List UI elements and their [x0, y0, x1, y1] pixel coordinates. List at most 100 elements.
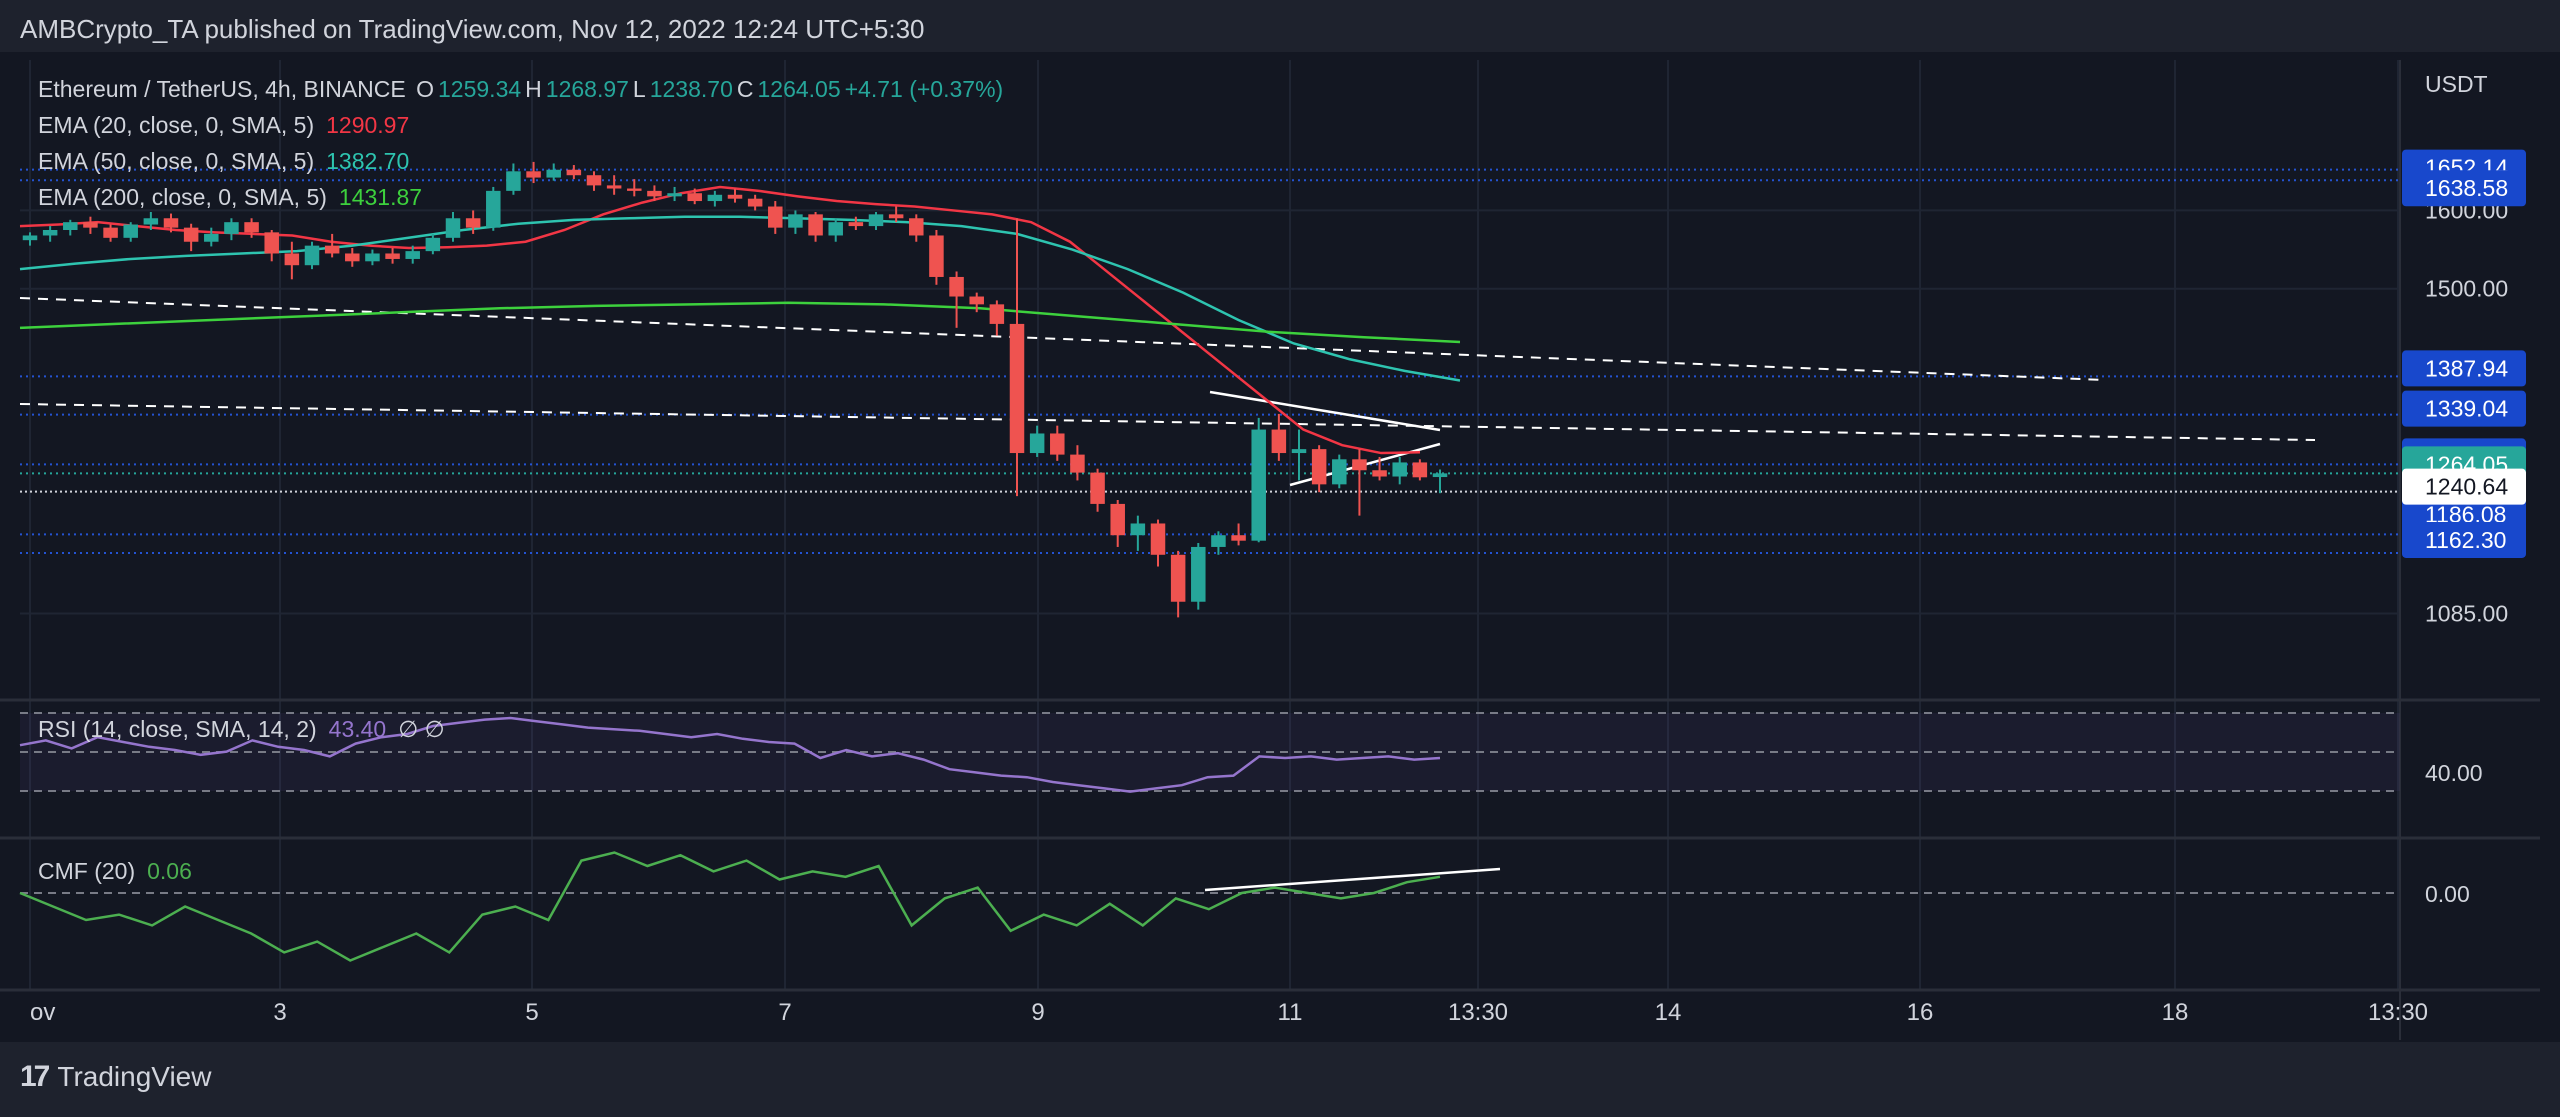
symbol-label: Ethereum / TetherUS, 4h, BINANCE	[38, 76, 406, 102]
ema50-label: EMA (50, close, 0, SMA, 5)	[38, 148, 315, 174]
candle-body	[1211, 535, 1226, 547]
ema200-label: EMA (200, close, 0, SMA, 5)	[38, 184, 327, 210]
candle-body	[526, 171, 541, 178]
level-badge-bg	[2402, 521, 2526, 558]
rsi-tick: 40.00	[2425, 760, 2483, 786]
time-tick: 18	[2162, 999, 2189, 1026]
candle-body	[465, 218, 481, 228]
candle-body	[566, 169, 582, 176]
time-tick: 13:30	[1448, 999, 1508, 1026]
time-tick: 9	[1031, 999, 1044, 1026]
candle-body	[42, 230, 58, 236]
candle-body	[1150, 523, 1166, 555]
resistance-trendline	[19, 297, 2106, 381]
price-tick: 1500.00	[2425, 276, 2508, 302]
support-price-badge-bg	[2402, 468, 2526, 505]
candle-body	[929, 235, 944, 277]
ema-line-1	[19, 215, 1461, 382]
ema20-legend[interactable]: EMA (20, close, 0, SMA, 5) 1290.97	[38, 112, 409, 139]
cmf-value: 0.06	[147, 858, 192, 884]
candle-body	[445, 218, 461, 238]
candle-body	[1110, 503, 1125, 536]
low-key: L	[632, 76, 646, 102]
candle-body	[1311, 449, 1327, 485]
mid-trendline	[19, 403, 2316, 441]
price-tick: 1085.00	[2425, 600, 2508, 626]
ema-line-2	[19, 301, 1461, 344]
candle-body	[768, 206, 783, 228]
candle-body	[1432, 473, 1448, 478]
rsi-value: 43.40	[328, 716, 387, 742]
descending-resistance-line	[1209, 390, 1441, 432]
candle-body	[204, 233, 219, 242]
open-value: 1259.34	[438, 76, 522, 102]
cmf-trendline	[1204, 867, 1501, 892]
level-badge: 1162.30	[2425, 527, 2506, 553]
published-header: AMBCrypto_TA published on TradingView.co…	[20, 14, 925, 44]
rsi-label: RSI (14, close, SMA, 14, 2)	[38, 716, 317, 742]
price-level-lines	[20, 168, 2400, 554]
candle-body	[244, 222, 259, 233]
candle-body	[647, 190, 662, 197]
candle-body	[989, 304, 1005, 324]
ema200-legend[interactable]: EMA (200, close, 0, SMA, 5) 1431.87	[38, 184, 422, 211]
high-key: H	[525, 76, 542, 102]
level-badge-bg	[2402, 390, 2526, 427]
candle-body	[163, 218, 179, 228]
price-axis: USDT1600.001500.001085.001652.141638.581…	[2402, 71, 2526, 626]
candle-body	[888, 214, 904, 219]
candle-body	[627, 188, 642, 191]
close-value: 1264.05	[757, 76, 841, 102]
time-axis: ov 3 5 7 9 11 13:30 14 16 18 13:30	[30, 999, 2428, 1026]
level-badge: 1638.58	[2425, 175, 2508, 201]
ema-line-0	[19, 185, 1421, 455]
candle-body	[143, 218, 159, 225]
candle-body	[63, 222, 78, 230]
candle-body	[1332, 459, 1347, 485]
axis-unit: USDT	[2425, 71, 2488, 97]
grid-lines	[0, 60, 2540, 1040]
candle-body	[1090, 472, 1105, 504]
ema50-value: 1382.70	[326, 148, 410, 174]
low-value: 1238.70	[649, 76, 733, 102]
candle-body	[848, 222, 864, 227]
candle-body	[1412, 462, 1428, 478]
candle-body	[788, 214, 803, 228]
ema-lines	[19, 185, 1461, 455]
tradingview-logo[interactable]: 17 TradingView	[20, 1060, 211, 1094]
tv-logo-text: TradingView	[57, 1061, 212, 1092]
candle-body	[828, 222, 843, 236]
rsi-legend[interactable]: RSI (14, close, SMA, 14, 2) 43.40 ∅ ∅	[38, 716, 445, 743]
candle-body	[123, 224, 138, 238]
change-value: +4.71 (+0.37%)	[844, 76, 1004, 102]
ema50-legend[interactable]: EMA (50, close, 0, SMA, 5) 1382.70	[38, 148, 409, 175]
candle-body	[1251, 429, 1266, 541]
rsi-pane: 40.00	[19, 712, 2483, 793]
high-value: 1268.97	[545, 76, 629, 102]
time-tick: 14	[1655, 999, 1682, 1026]
candle-body	[727, 194, 743, 199]
candle-body	[586, 175, 602, 186]
candle-body	[687, 193, 702, 202]
cmf-line	[19, 851, 1441, 962]
level-badge-bg	[2402, 170, 2526, 207]
candle-body	[506, 171, 521, 191]
candle-body	[1170, 554, 1186, 602]
cmf-tick: 0.00	[2425, 881, 2470, 907]
support-price-badge: 1240.64	[2425, 474, 2508, 500]
time-tick: 3	[273, 999, 286, 1026]
candle-body	[909, 218, 924, 236]
price-legend: Ethereum / TetherUS, 4h, BINANCE O 1259.3…	[38, 76, 1007, 103]
ema20-value: 1290.97	[326, 112, 410, 138]
open-key: O	[416, 76, 435, 102]
rsi-extra: ∅ ∅	[398, 716, 445, 742]
candlestick-series	[22, 161, 1448, 618]
chart-panel-bg	[0, 52, 2560, 1042]
candle-body	[1029, 433, 1045, 454]
candle-body	[1130, 523, 1146, 536]
rsi-line	[19, 716, 1441, 793]
candle-body	[365, 253, 380, 262]
cmf-legend[interactable]: CMF (20) 0.06	[38, 858, 192, 885]
